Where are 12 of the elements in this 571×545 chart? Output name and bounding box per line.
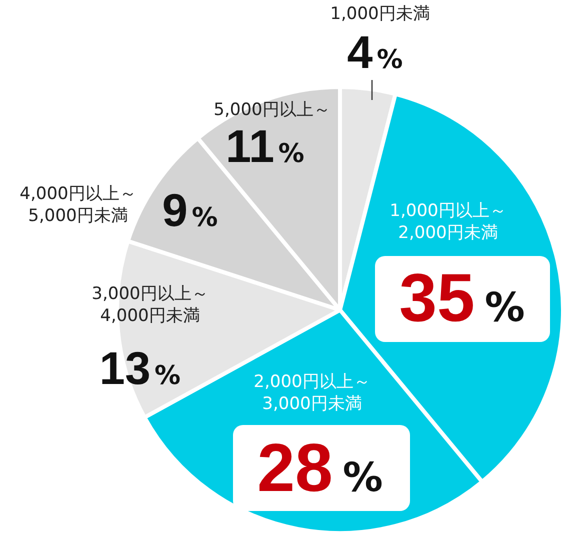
slice-label: 4,000円以上～ 5,000円未満 <box>20 183 136 227</box>
data-label: 4% <box>347 26 403 78</box>
slice-label: 3,000円以上～ 4,000円未満 <box>92 283 208 327</box>
data-label: 13% <box>99 342 181 394</box>
data-label: 9% <box>162 184 218 236</box>
slice-label: 1,000円未満 <box>330 3 430 25</box>
data-label: 35% <box>399 260 525 336</box>
slice-label: 1,000円以上～ 2,000円未満 <box>390 200 506 244</box>
data-label: 11% <box>226 120 304 172</box>
slice-label: 2,000円以上～ 3,000円未満 <box>254 371 370 415</box>
data-label: 28% <box>257 430 383 506</box>
slice-label: 5,000円以上～ <box>214 99 330 121</box>
